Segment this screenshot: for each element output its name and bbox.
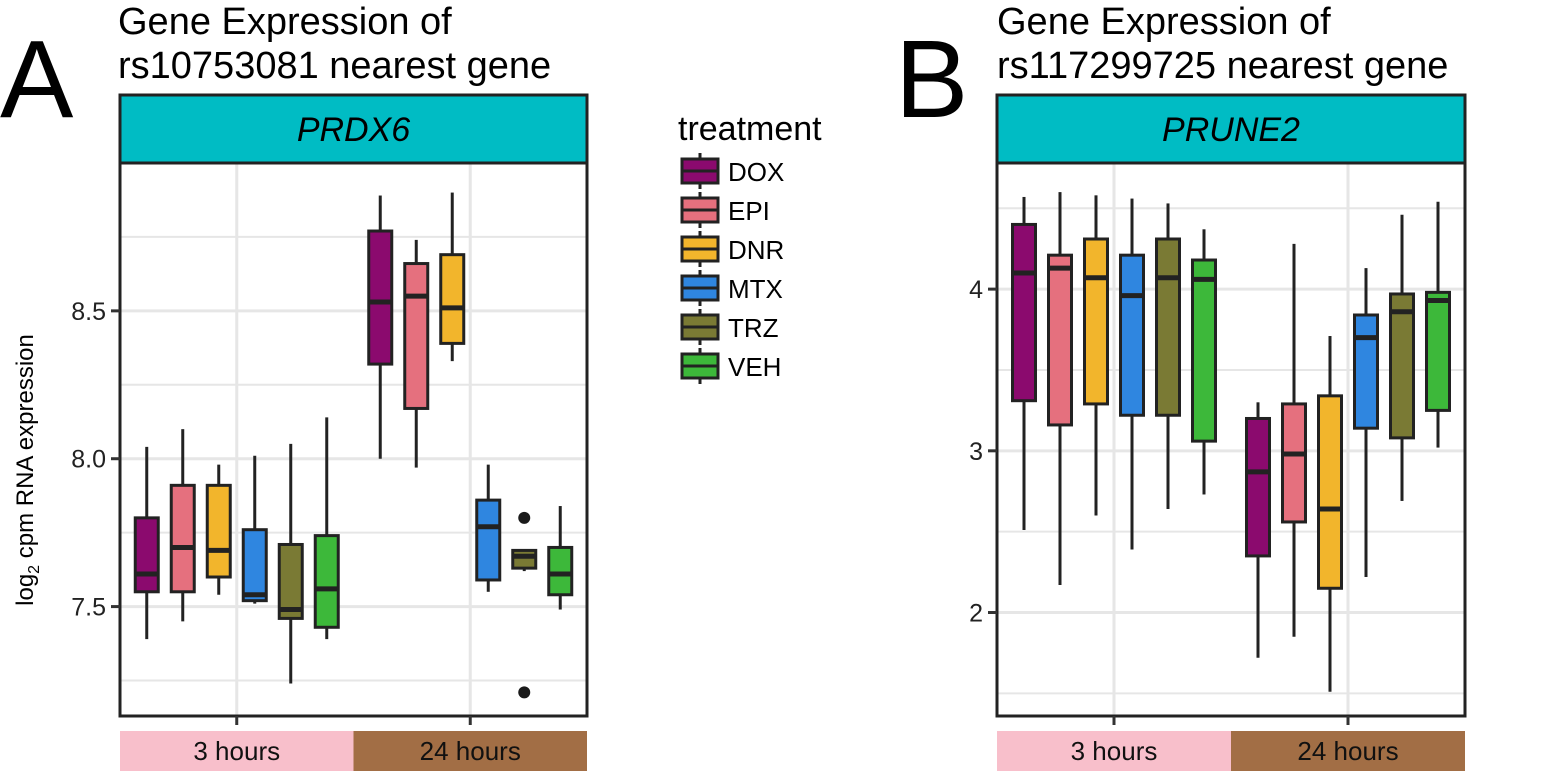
legend-label-dnr: DNR	[728, 235, 784, 265]
box-dnr	[205, 483, 232, 579]
box-mtx	[1353, 313, 1379, 430]
box-trz	[1389, 292, 1415, 440]
y-tick-label: 8.5	[71, 298, 106, 326]
ylabel-subscript: 2	[26, 565, 43, 574]
panel-a-title-line2: rs10753081 nearest gene	[118, 45, 551, 87]
box-mtx	[1119, 253, 1145, 417]
box-epi	[169, 483, 196, 594]
facet-strip	[118, 93, 589, 165]
box-veh	[313, 534, 340, 629]
y-tick-label: 7.5	[71, 594, 106, 622]
outlier-point	[518, 511, 531, 524]
box-dox	[1245, 416, 1271, 558]
facet-strip-label: PRUNE2	[1162, 111, 1300, 149]
time-category-bar	[120, 731, 354, 771]
panel-a-letter: A	[0, 18, 74, 141]
panel-a-ylabel: log2 cpm RNA expression	[12, 334, 43, 606]
box-epi	[1281, 402, 1307, 524]
panel-a-title-line1: Gene Expression of	[118, 1, 452, 43]
time-category-label: 24 hours	[1297, 736, 1398, 766]
ylabel-log: log	[12, 574, 39, 606]
box-veh	[1425, 290, 1451, 412]
legend-label-epi: EPI	[728, 196, 770, 226]
box-trz	[1155, 237, 1181, 417]
panel-b-letter: B	[895, 18, 968, 141]
legend-label-mtx: MTX	[728, 274, 783, 304]
box-dox	[1011, 222, 1037, 403]
time-category-label: 3 hours	[1071, 736, 1158, 766]
y-tick-label: 4	[969, 276, 983, 304]
plot-border	[118, 161, 589, 718]
plot-border	[995, 161, 1467, 718]
y-tick-label: 3	[969, 438, 983, 466]
legend-label-dox: DOX	[728, 157, 784, 187]
time-category-label: 24 hours	[420, 736, 521, 766]
box-dnr	[439, 253, 466, 345]
box-mtx	[475, 498, 502, 582]
box-veh	[547, 545, 574, 597]
time-category-bar	[997, 731, 1231, 771]
panel-b: PRUNE2 2 3 4 3 hours 24 hours	[969, 93, 1467, 771]
box-epi	[1047, 253, 1073, 427]
legend-label-veh: VEH	[728, 352, 781, 382]
box-trz	[511, 548, 538, 570]
panel-b-title-line2: rs117299725 nearest gene	[997, 45, 1448, 87]
box-trz	[277, 542, 304, 620]
box-epi	[403, 262, 430, 410]
legend: DOX EPI DNR MTX TRZ VEH	[680, 153, 784, 384]
box-mtx	[241, 528, 268, 603]
ylabel-rest: cpm RNA expression	[12, 334, 39, 565]
box-veh	[1191, 258, 1217, 443]
facet-strip	[995, 93, 1467, 165]
outlier-point	[518, 686, 531, 699]
box-dnr	[1317, 394, 1343, 590]
time-category-bar	[353, 731, 587, 771]
facet-strip-label: PRDX6	[297, 111, 410, 149]
legend-title: treatment	[678, 110, 822, 148]
time-category-label: 3 hours	[193, 736, 280, 766]
y-tick-label: 8.0	[71, 446, 106, 474]
box-dox	[367, 229, 394, 366]
box-dnr	[1083, 237, 1109, 406]
box-dox	[133, 516, 160, 594]
legend-label-trz: TRZ	[728, 313, 779, 343]
panel-b-title-line1: Gene Expression of	[997, 1, 1331, 43]
time-category-bar	[1231, 731, 1465, 771]
y-tick-label: 2	[969, 600, 983, 628]
panel-a: PRDX6 7.5 8.0 8.5 3 hours 24 hours	[71, 93, 589, 771]
